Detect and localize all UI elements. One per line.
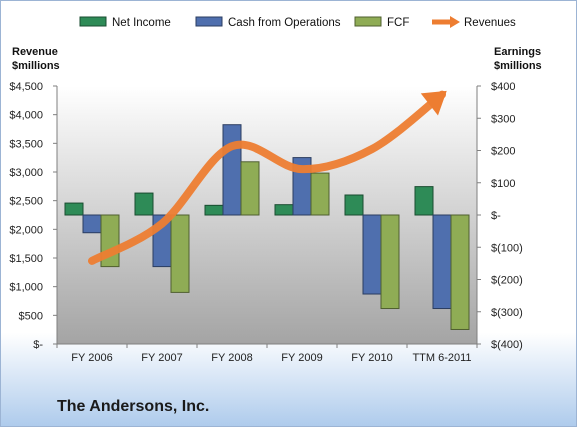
- bar-net-income: [414, 186, 434, 216]
- legend-label: Cash from Operations: [228, 17, 341, 29]
- bar-fcf: [170, 214, 190, 293]
- revenue-arrowhead: [420, 90, 447, 116]
- x-tick-label: FY 2006: [71, 352, 112, 364]
- bar-fcf: [380, 214, 400, 310]
- x-tick-label: FY 2007: [141, 352, 182, 364]
- right-tick-label: $(300): [491, 307, 523, 319]
- legend-label: FCF: [387, 17, 409, 29]
- left-tick-label: $1,500: [9, 253, 43, 265]
- x-tick-label: FY 2008: [211, 352, 252, 364]
- bar-net-income: [204, 204, 224, 216]
- left-tick-label: $4,500: [9, 81, 43, 93]
- left-tick-label: $500: [19, 310, 43, 322]
- legend-swatch-fcf: [354, 16, 382, 27]
- right-tick-label: $(100): [491, 242, 523, 254]
- bar-cash-from-operations: [432, 214, 452, 310]
- bar-net-income: [344, 194, 364, 216]
- right-axis-title-line1: Earnings: [494, 46, 541, 58]
- right-tick-label: $(400): [491, 339, 523, 351]
- bar-cash-from-operations: [222, 124, 242, 216]
- right-tick-label: $300: [491, 113, 515, 125]
- left-tick-label: $3,500: [9, 138, 43, 150]
- right-tick-label: $(200): [491, 275, 523, 287]
- left-tick-label: $1,000: [9, 282, 43, 294]
- bar-fcf: [240, 161, 260, 216]
- right-tick-label: $200: [491, 146, 515, 158]
- legend-swatch-revenues-arrow: [450, 16, 460, 28]
- bar-cash-from-operations: [82, 214, 102, 234]
- left-tick-label: $2,500: [9, 196, 43, 208]
- legend-label: Net Income: [112, 17, 171, 29]
- left-tick-label: $-: [33, 339, 43, 351]
- company-name: The Andersons, Inc.: [57, 398, 210, 415]
- right-axis-title-line2: $millions: [494, 60, 542, 72]
- plot-area: [57, 86, 477, 344]
- legend-label: Revenues: [464, 17, 516, 29]
- left-tick-label: $4,000: [9, 110, 43, 122]
- bar-fcf: [310, 172, 330, 216]
- bar-cash-from-operations: [362, 214, 382, 295]
- left-tick-label: $2,000: [9, 224, 43, 236]
- left-tick-label: $3,000: [9, 167, 43, 179]
- x-tick-label: FY 2010: [351, 352, 392, 364]
- x-tick-label: TTM 6-2011: [412, 352, 471, 364]
- bar-net-income: [64, 202, 84, 216]
- left-axis-title-line1: Revenue: [12, 46, 58, 58]
- left-axis-title-line2: $millions: [12, 60, 60, 72]
- right-tick-label: $100: [491, 178, 515, 190]
- x-tick-label: FY 2009: [281, 352, 322, 364]
- legend-swatch-net-income: [79, 16, 107, 27]
- right-tick-label: $-: [491, 210, 501, 222]
- legend-swatch-cash-from-operations: [195, 16, 223, 27]
- right-tick-label: $400: [491, 81, 515, 93]
- bar-net-income: [274, 204, 294, 216]
- bar-fcf: [450, 214, 470, 330]
- revenue-line: [88, 90, 446, 265]
- bar-net-income: [134, 192, 154, 216]
